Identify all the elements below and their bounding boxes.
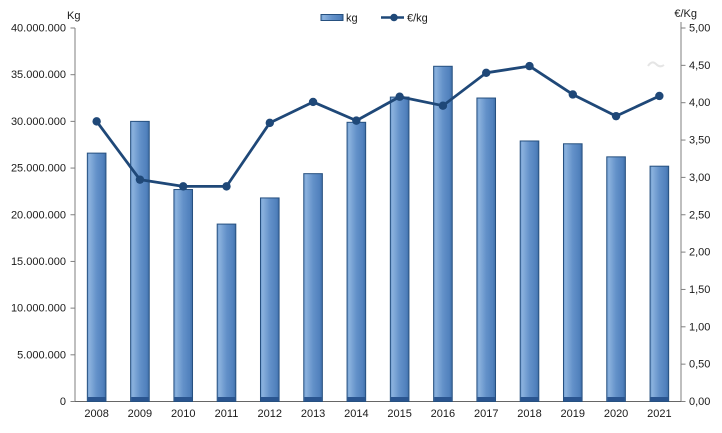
left-axis-tick-label: 25.000.000 bbox=[11, 163, 66, 175]
bar-base-shadow bbox=[131, 397, 149, 401]
bar-base-shadow bbox=[650, 397, 669, 401]
right-axis-tick-label: 5,00 bbox=[689, 23, 710, 35]
line-marker-2020 bbox=[611, 111, 621, 121]
line-marker-swatch-icon bbox=[390, 13, 398, 22]
bar-base-shadow bbox=[260, 397, 279, 401]
x-axis-tick-label: 2008 bbox=[84, 408, 108, 420]
line-marker-2010 bbox=[179, 182, 188, 191]
left-axis-tick-label: 30.000.000 bbox=[11, 116, 66, 128]
x-axis-tick-labels: 2008 2009 2010 2011 2012 2013 2014 2015 2016 2017… bbox=[84, 408, 671, 420]
x-axis-tick-label: 2012 bbox=[258, 408, 282, 420]
x-axis-tick-label: 2016 bbox=[431, 408, 455, 420]
line-marker-2013 bbox=[308, 97, 318, 107]
bar-2017 bbox=[476, 97, 497, 402]
bar-base-shadow bbox=[607, 397, 625, 401]
bar-2014 bbox=[346, 121, 367, 402]
right-axis-tick-label: 3,00 bbox=[689, 172, 710, 184]
x-axis-tick-label: 2013 bbox=[301, 408, 325, 420]
line-marker-2021 bbox=[655, 91, 664, 101]
line-marker-2018 bbox=[525, 61, 534, 71]
legend-label-eur-kg: €/kg bbox=[407, 13, 428, 25]
x-axis-tick-label: 2010 bbox=[171, 408, 195, 420]
bar-base-shadow bbox=[434, 397, 452, 401]
bar-series-kg bbox=[86, 65, 670, 402]
right-axis-tick-labels: 5,00 4,50 4,00 3,50 3,00 2,50 2,00 1,50 1,00 0,50… bbox=[689, 23, 710, 409]
right-axis-unit-label: €/Kg bbox=[674, 8, 697, 20]
bar-2021 bbox=[649, 165, 670, 402]
line-marker-2016 bbox=[438, 101, 448, 110]
left-axis-tick-label: 20.000.000 bbox=[11, 209, 66, 221]
right-axis-tick-label: 4,50 bbox=[689, 60, 710, 72]
smudge-artifact bbox=[647, 61, 665, 68]
bar-2010 bbox=[173, 189, 194, 402]
bar-base-shadow bbox=[174, 397, 193, 401]
bar-base-shadow bbox=[563, 397, 582, 401]
left-axis-tick-label: 10.000.000 bbox=[11, 303, 66, 315]
legend-label-kg: kg bbox=[346, 13, 358, 25]
line-marker-2015 bbox=[395, 92, 404, 101]
line-marker-2012 bbox=[265, 118, 274, 128]
x-axis-tick-label: 2017 bbox=[474, 408, 498, 420]
left-axis-tick-labels: 40.000.000 35.000.000 30.000.000 25.000.000… bbox=[11, 23, 66, 409]
left-axis-tick-label: 15.000.000 bbox=[11, 256, 66, 268]
x-axis-tick-label: 2011 bbox=[215, 408, 239, 420]
line-marker-2017 bbox=[482, 68, 491, 78]
line-series-eur-kg bbox=[92, 61, 664, 191]
right-axis-tick-label: 3,50 bbox=[689, 135, 710, 147]
bar-base-shadow bbox=[304, 397, 322, 401]
right-axis-tick-label: 1,00 bbox=[689, 321, 710, 333]
x-axis-tick-label: 2015 bbox=[387, 408, 411, 420]
bar-base-shadow bbox=[217, 397, 236, 401]
x-axis-tick-label: 2014 bbox=[344, 408, 368, 420]
right-axis-tick-label: 0,00 bbox=[689, 396, 710, 408]
axes bbox=[70, 22, 686, 402]
left-axis-unit-label: Kg bbox=[67, 10, 80, 22]
bar-2015 bbox=[389, 96, 410, 402]
right-axis-tick-label: 2,00 bbox=[689, 247, 710, 259]
left-axis-tick-label: 0 bbox=[60, 396, 66, 408]
line-marker-2008 bbox=[92, 117, 101, 126]
bar-2020 bbox=[606, 156, 626, 402]
right-axis-tick-label: 4,00 bbox=[689, 97, 710, 109]
x-axis-tick-label: 2021 bbox=[647, 408, 671, 420]
line-marker-2019 bbox=[568, 90, 577, 99]
bar-2013 bbox=[303, 173, 323, 402]
bar-2011 bbox=[216, 223, 237, 402]
bar-2016 bbox=[433, 65, 453, 402]
right-axis-tick-label: 1,50 bbox=[689, 284, 710, 296]
left-axis-tick-label: 40.000.000 bbox=[11, 23, 66, 35]
bar-base-shadow bbox=[520, 397, 539, 401]
bar-swatch-icon bbox=[320, 14, 344, 21]
bar-base-shadow bbox=[390, 397, 409, 401]
right-axis-tick-label: 0,50 bbox=[689, 359, 710, 371]
left-axis-tick-label: 35.000.000 bbox=[11, 69, 66, 81]
x-axis-tick-label: 2020 bbox=[604, 408, 628, 420]
bar-2008 bbox=[86, 152, 107, 402]
left-axis-tick-label: 5.000.000 bbox=[17, 349, 66, 361]
bar-base-shadow bbox=[347, 397, 366, 401]
line-marker-2014 bbox=[352, 116, 361, 125]
line-marker-2011 bbox=[222, 182, 231, 191]
bar-2019 bbox=[562, 143, 583, 402]
x-axis-tick-label: 2018 bbox=[517, 408, 541, 420]
line-marker-2009 bbox=[135, 175, 145, 184]
x-axis-tick-label: 2009 bbox=[128, 408, 152, 420]
bar-base-shadow bbox=[477, 397, 496, 401]
bar-2018 bbox=[519, 140, 540, 402]
bar-2009 bbox=[130, 120, 150, 402]
right-axis-tick-label: 2,50 bbox=[689, 209, 710, 221]
bar-2012 bbox=[259, 197, 280, 402]
bar-base-shadow bbox=[87, 397, 106, 401]
legend: kg €/kg bbox=[320, 13, 428, 25]
eur-kg-line bbox=[95, 64, 661, 188]
x-axis-tick-label: 2019 bbox=[561, 408, 585, 420]
